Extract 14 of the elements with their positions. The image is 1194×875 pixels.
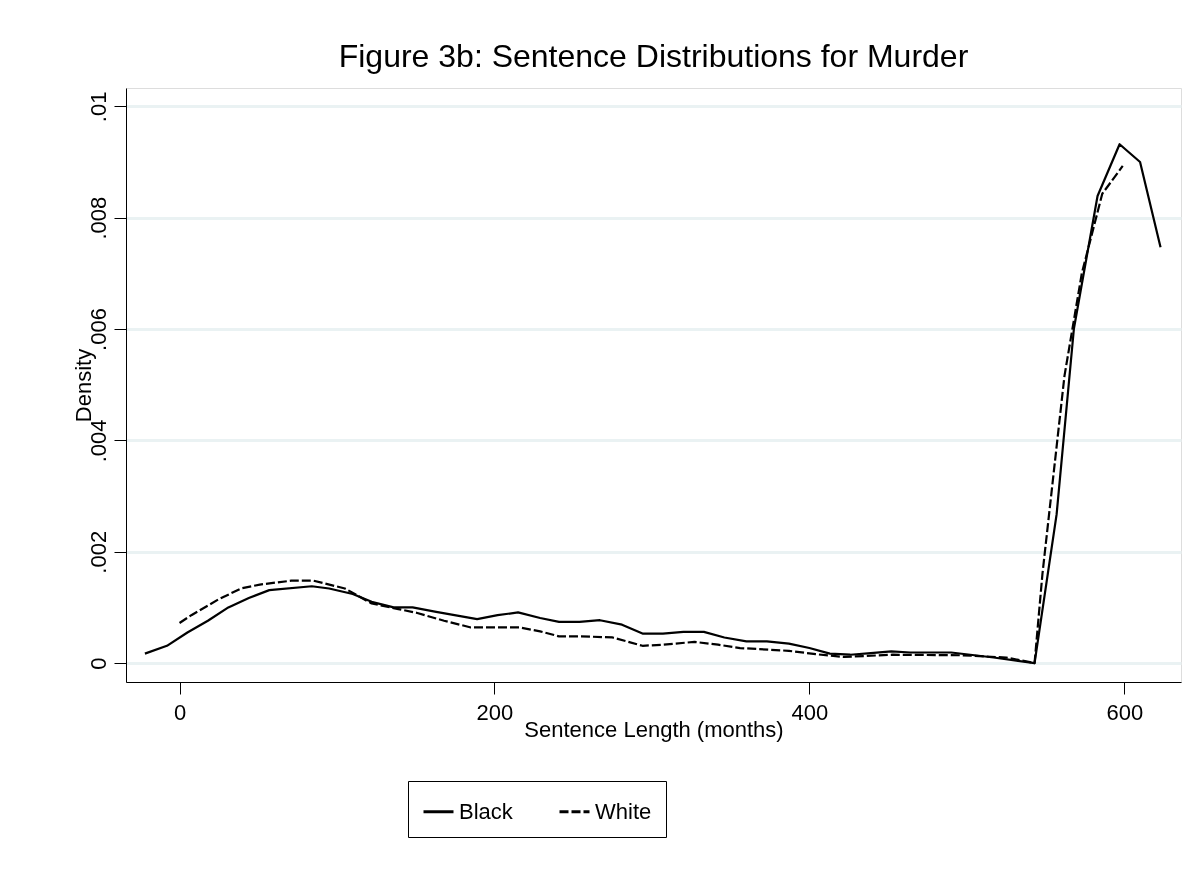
x-tick-label: 0 (173, 699, 187, 725)
x-axis-title: Sentence Length (months) (524, 716, 784, 742)
legend-label: Black (459, 798, 514, 824)
y-tick-label: .008 (85, 196, 111, 240)
y-tick-label: .002 (85, 530, 111, 574)
y-tick-label: .006 (85, 308, 111, 351)
x-tick-label: 200 (476, 699, 514, 725)
y-tick-label: 0 (85, 657, 111, 670)
x-tick-label: 600 (1106, 699, 1144, 725)
legend-label: White (595, 798, 652, 824)
y-tick-label: .01 (85, 91, 111, 123)
x-tick-label: 400 (791, 699, 829, 725)
y-axis-title: Density (70, 348, 96, 423)
chart-title: Figure 3b: Sentence Distributions for Murder (338, 38, 969, 74)
